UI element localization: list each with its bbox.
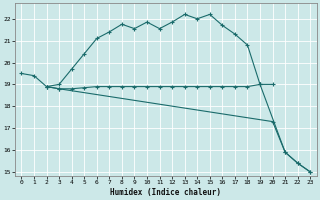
X-axis label: Humidex (Indice chaleur): Humidex (Indice chaleur) (110, 188, 221, 197)
